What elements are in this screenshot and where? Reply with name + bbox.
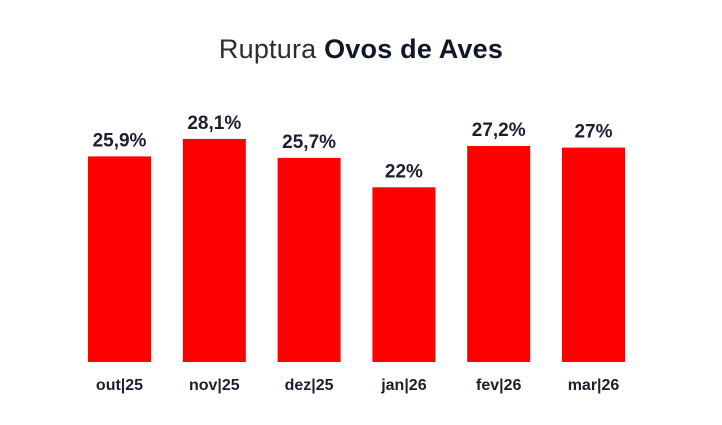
x-tick-label-3: jan|26 <box>380 377 426 394</box>
bar-0 <box>88 156 151 362</box>
x-tick-label-1: nov|25 <box>189 377 240 394</box>
bar-value-label-4: 27,2% <box>472 120 526 141</box>
x-tick-label-0: out|25 <box>96 377 143 394</box>
x-tick-label-5: mar|26 <box>568 377 620 394</box>
x-tick-label-4: fev|26 <box>476 377 522 394</box>
bar-value-label-5: 27% <box>574 122 612 143</box>
bar-4 <box>467 146 531 362</box>
bar-value-label-1: 28,1% <box>187 113 241 134</box>
chart-title-prefix: Ruptura <box>218 34 317 64</box>
bar-value-label-0: 25,9% <box>93 130 147 151</box>
bar-value-label-2: 25,7% <box>282 132 336 153</box>
bar-5 <box>562 147 625 362</box>
bar-1 <box>182 138 246 362</box>
bar-2 <box>277 157 341 362</box>
chart-title-main: Ovos de Aves <box>324 34 504 64</box>
chart-title: Ruptura Ovos de Aves <box>0 34 722 65</box>
bar-3 <box>372 187 436 362</box>
x-tick-label-2: dez|25 <box>285 377 334 394</box>
bar-value-label-3: 22% <box>385 161 423 182</box>
